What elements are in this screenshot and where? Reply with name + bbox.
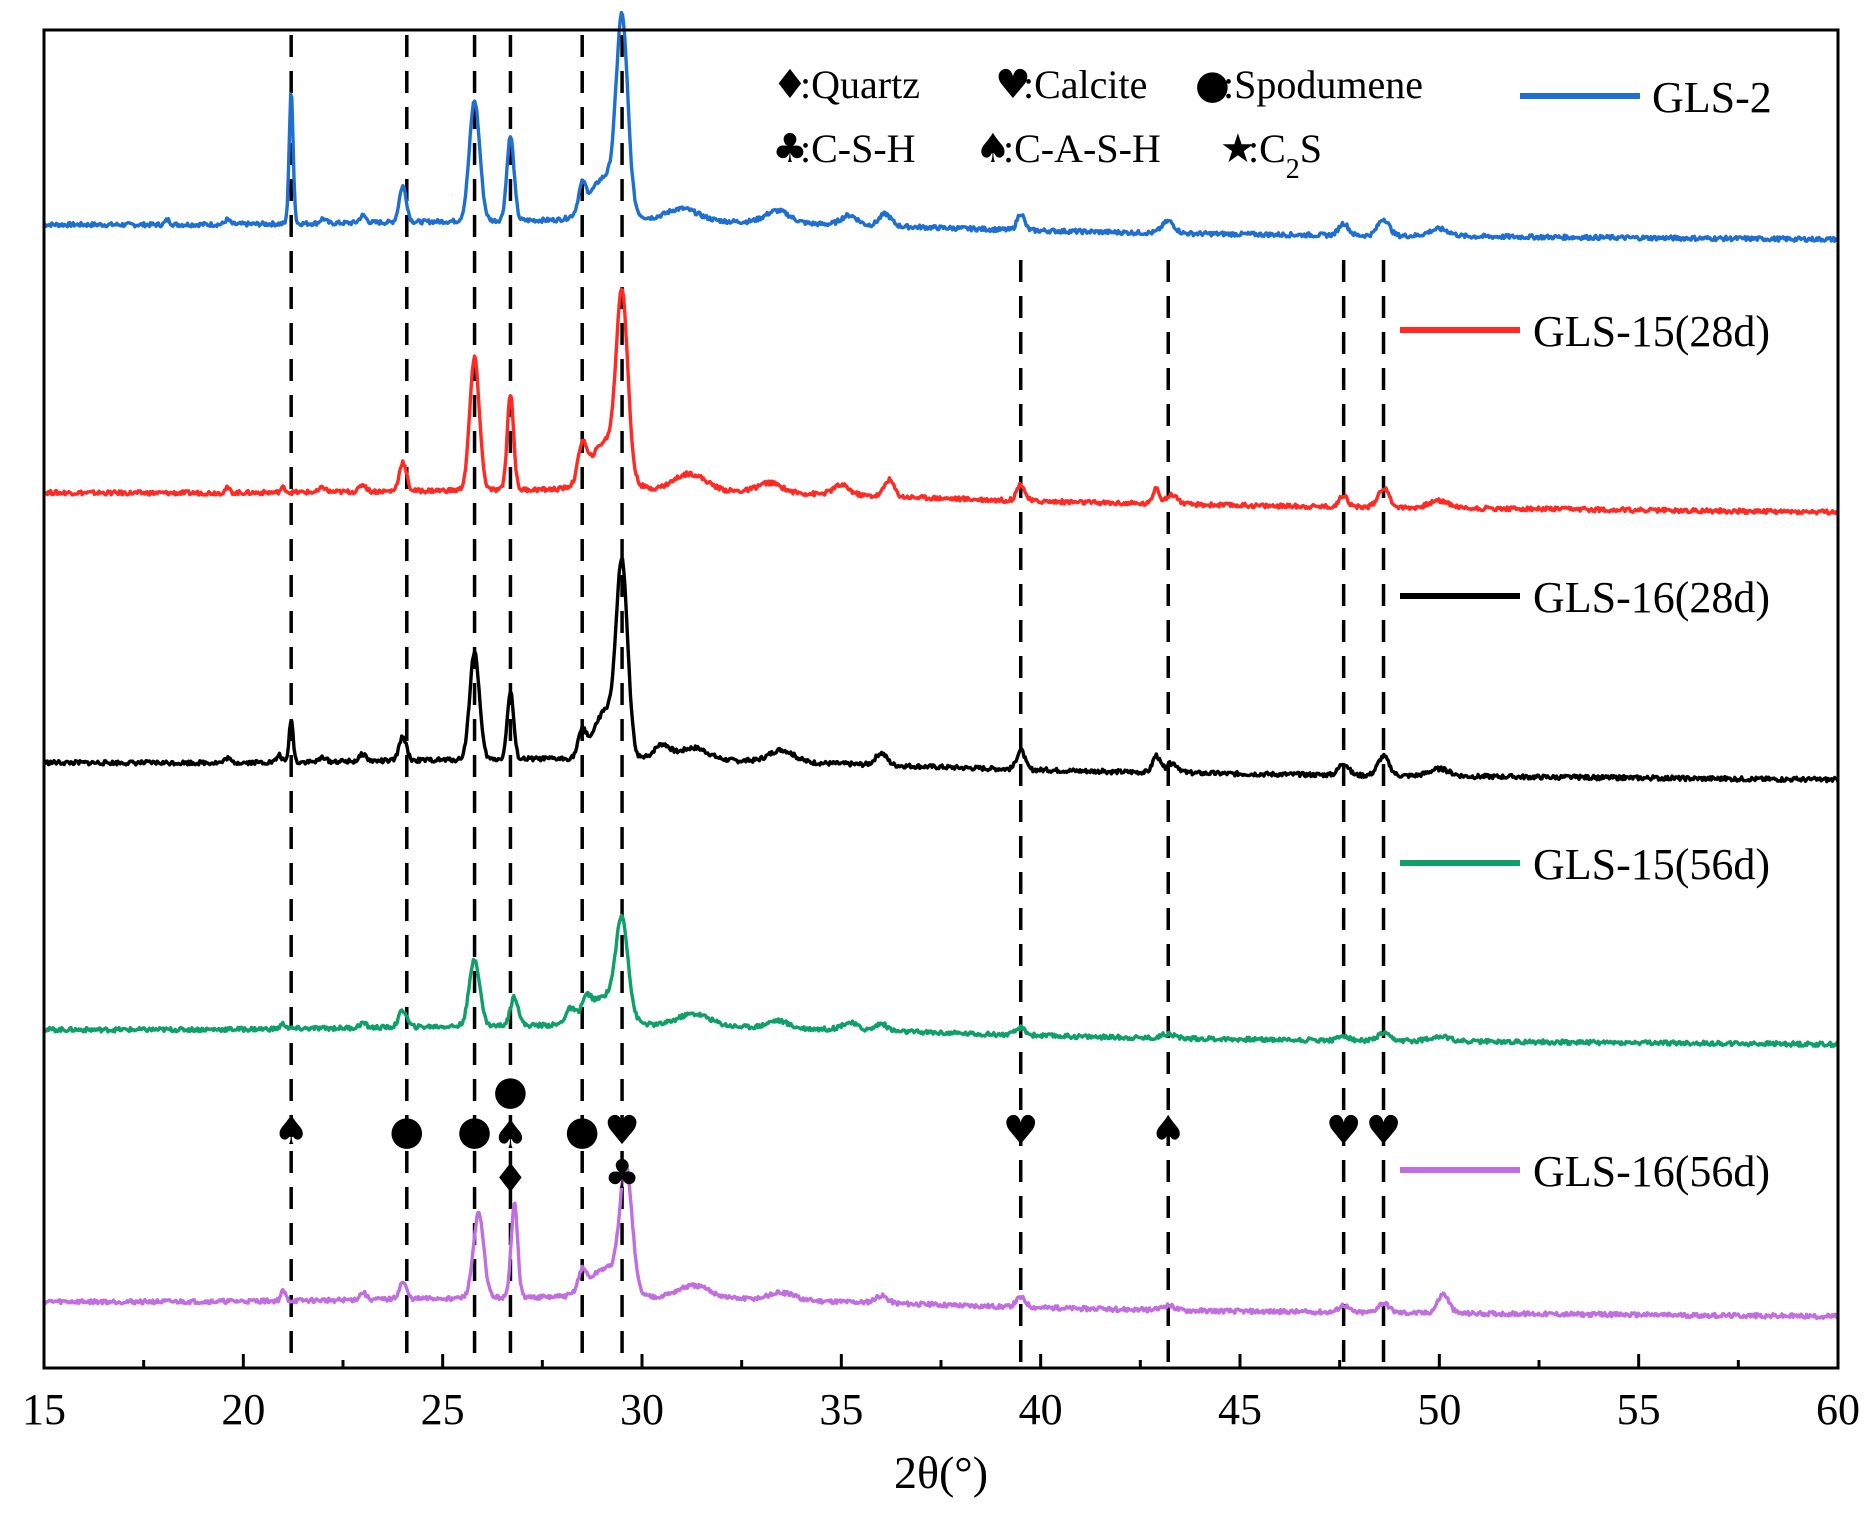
phase-symbol-4: ♠ [975, 126, 1011, 172]
x-tick-label-9: 60 [1816, 1385, 1860, 1434]
peak-marker-3-2: ♦ [493, 1156, 529, 1202]
peak-marker-2-0: ● [457, 1108, 492, 1154]
phase-label-3: :C-S-H [800, 126, 916, 171]
phase-legend: ♦:Quartz ♥:Calcite ●:Spodumene ♣:C-S-H ♠:C-A… [772, 62, 1423, 185]
legend-label-0: GLS-2 [1652, 73, 1772, 122]
peak-marker-3-0: ● [493, 1068, 528, 1114]
x-tick-label-2: 25 [421, 1385, 465, 1434]
phase-label-1: :Calcite [1023, 62, 1147, 107]
peak-marker-3-1: ♠ [493, 1112, 529, 1158]
x-axis-ticks: 15 20 25 30 35 40 45 50 55 60 [22, 1354, 1860, 1434]
legend-label-1: GLS-15(28d) [1533, 307, 1770, 356]
phase-symbol-5: ★ [1220, 126, 1256, 172]
phase-label-4: :C-A-S-H [1003, 126, 1161, 171]
peak-marker-5-1: ♣ [604, 1152, 640, 1198]
x-tick-label-8: 55 [1617, 1385, 1661, 1434]
x-axis-title: 2θ(°) [894, 1447, 988, 1498]
peak-marker-1-0: ● [389, 1108, 424, 1154]
x-tick-label-1: 20 [221, 1385, 265, 1434]
series-line-3 [43, 913, 1840, 1049]
peak-marker-5-0: ♥ [604, 1108, 640, 1154]
phase-symbol-3: ♣ [772, 126, 808, 172]
series-legend: GLS-2 GLS-15(28d) GLS-16(28d) GLS-15(56d) GL… [1400, 73, 1772, 1196]
series-line-4 [42, 1161, 1839, 1321]
x-tick-label-5: 40 [1019, 1385, 1063, 1434]
peak-marker-6-0: ♥ [1003, 1108, 1039, 1154]
peak-markers: ♠ ● ●●♠♦● ♥♣♥ ♠ ♥ ♥ [273, 1068, 1401, 1202]
x-tick-label-7: 50 [1417, 1385, 1461, 1434]
phase-label-2: :Spodumene [1223, 62, 1423, 107]
phase-symbol-0: ♦ [772, 62, 808, 108]
peak-marker-0-0: ♠ [273, 1108, 309, 1154]
legend-label-3: GLS-15(56d) [1533, 840, 1770, 889]
phase-label-5: :C2S [1248, 126, 1322, 185]
peak-marker-8-0: ♥ [1326, 1108, 1362, 1154]
peak-marker-9-0: ♥ [1366, 1108, 1402, 1154]
series-lines [42, 10, 1840, 1321]
legend-label-4: GLS-16(56d) [1533, 1147, 1770, 1196]
series-line-0 [43, 10, 1840, 243]
x-tick-label-0: 15 [22, 1385, 66, 1434]
peak-marker-7-0: ♠ [1150, 1108, 1186, 1154]
series-line-2 [42, 557, 1840, 784]
x-tick-label-4: 35 [819, 1385, 863, 1434]
peak-marker-4-0: ● [565, 1108, 600, 1154]
series-line-1 [42, 287, 1840, 516]
phase-symbol-1: ♥ [995, 62, 1031, 108]
legend-label-2: GLS-16(28d) [1533, 573, 1770, 622]
phase-symbol-2: ● [1195, 62, 1230, 108]
x-tick-label-3: 30 [620, 1385, 664, 1434]
x-tick-label-6: 45 [1218, 1385, 1262, 1434]
phase-label-0: :Quartz [800, 62, 920, 107]
